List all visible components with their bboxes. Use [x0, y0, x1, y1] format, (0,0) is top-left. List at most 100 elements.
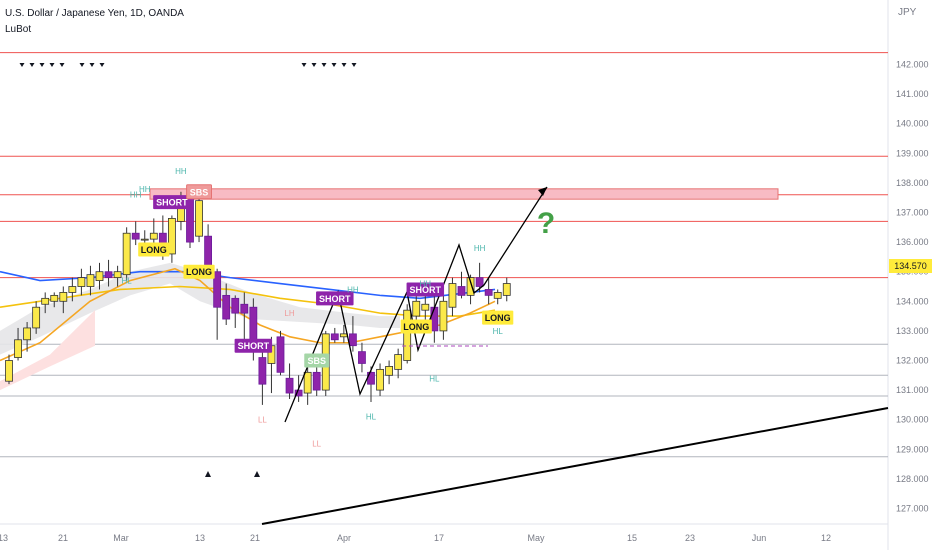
- y-tick-label: 141.000: [896, 89, 929, 99]
- swing-label: HL: [493, 327, 504, 336]
- candle-body: [231, 297, 240, 314]
- swing-label: HH: [130, 191, 142, 200]
- signal-label-box: [316, 291, 354, 306]
- signal-label-text: SBS: [190, 187, 209, 197]
- swing-label: HH: [175, 167, 187, 176]
- supply-zone: [149, 188, 779, 200]
- zigzag-projection: [284, 186, 548, 423]
- candle-body: [330, 333, 339, 341]
- candle-body: [412, 300, 421, 317]
- y-tick-label: 138.000: [896, 178, 929, 188]
- signal-down-marker: [19, 63, 25, 67]
- y-tick-label: 133.000: [896, 326, 929, 336]
- signal-label-text: LONG: [186, 267, 212, 277]
- candle-body: [77, 277, 86, 287]
- candle-body: [5, 360, 13, 382]
- candle-body: [222, 294, 231, 320]
- y-tick-label: 140.000: [896, 119, 929, 129]
- signal-down-marker: [99, 63, 105, 67]
- signal-label-text: LONG: [485, 313, 511, 323]
- swing-label: HL: [366, 413, 377, 422]
- candle-body: [276, 336, 285, 373]
- candle-body: [376, 368, 384, 391]
- signal-down-marker: [311, 63, 317, 67]
- x-tick-label: Apr: [337, 533, 351, 543]
- candle-body: [493, 292, 502, 299]
- candle-body: [95, 271, 104, 281]
- y-tick-label: 142.000: [896, 60, 929, 70]
- signal-label-text: SHORT: [319, 294, 351, 304]
- signal-label-box: [138, 242, 170, 257]
- swing-label: HL: [122, 277, 133, 286]
- signal-up-marker: [254, 471, 260, 477]
- signal-label-box: [186, 184, 213, 200]
- y-tick-label: 130.000: [896, 415, 929, 425]
- signal-label-text: SBS: [307, 356, 326, 366]
- candle-body: [303, 371, 312, 394]
- y-tick-label: 139.000: [896, 148, 929, 158]
- candle-body: [41, 297, 50, 305]
- x-tick-label: 15: [627, 533, 637, 543]
- candle-body: [348, 333, 357, 347]
- last-price-tag: 134.570: [889, 259, 932, 273]
- x-tick-label: Mar: [113, 533, 129, 543]
- y-tick-label: 129.000: [896, 444, 929, 454]
- x-tick-label: 17: [434, 533, 444, 543]
- candle-body: [59, 292, 68, 302]
- signal-down-marker: [331, 63, 337, 67]
- long-trendline: [261, 407, 889, 525]
- y-tick-label: 132.000: [896, 356, 929, 366]
- indicator-name[interactable]: LuBot: [5, 24, 32, 35]
- projection-arrow-head: [538, 187, 547, 196]
- y-tick-label: 137.000: [896, 208, 929, 218]
- signal-label-text: LONG: [403, 322, 429, 332]
- signal-down-marker: [79, 63, 85, 67]
- signal-down-marker: [351, 63, 357, 67]
- question-mark: ?: [537, 207, 555, 240]
- candle-body: [32, 306, 41, 329]
- candle-body: [104, 271, 113, 279]
- signal-up-marker: [205, 471, 211, 477]
- candle-body: [240, 303, 249, 314]
- x-tick-label: May: [527, 533, 545, 543]
- candle-body: [421, 303, 430, 311]
- candle-body: [285, 377, 294, 394]
- signal-label-box: [482, 310, 514, 325]
- signal-label-box: [153, 195, 191, 210]
- candle-body: [131, 232, 140, 240]
- x-tick-label: 13: [195, 533, 205, 543]
- swing-label: HH: [139, 185, 151, 194]
- signal-label-text: LONG: [141, 245, 167, 255]
- signal-down-marker: [29, 63, 35, 67]
- candle-body: [403, 309, 412, 361]
- candle-body: [448, 283, 457, 308]
- y-tick-label: 127.000: [896, 504, 929, 514]
- x-tick-label: Jun: [752, 533, 767, 543]
- signal-down-marker: [39, 63, 45, 67]
- candle-body: [484, 289, 493, 296]
- candle-body: [113, 271, 122, 279]
- candle-body: [86, 274, 95, 287]
- candle-body: [385, 366, 394, 376]
- signal-label-box: [406, 282, 445, 297]
- signal-label-box: [234, 338, 273, 353]
- x-tick-label: 23: [685, 533, 695, 543]
- swing-label: LL: [258, 416, 267, 425]
- candle-body: [358, 351, 366, 364]
- swing-label: HL: [429, 374, 440, 383]
- candle-body: [140, 238, 149, 241]
- swing-label: HH: [347, 285, 359, 294]
- candle-body: [457, 286, 466, 296]
- x-tick-label: 13: [0, 533, 8, 543]
- signal-label-text: SHORT: [410, 285, 442, 295]
- x-tick-label: 12: [821, 533, 831, 543]
- candle-body: [466, 277, 475, 296]
- signal-down-marker: [49, 63, 55, 67]
- signal-label-box: [304, 353, 330, 368]
- candle-body: [312, 371, 321, 391]
- y-tick-label: 128.000: [896, 474, 929, 484]
- y-tick-label: 131.000: [896, 385, 929, 395]
- candle-body: [339, 333, 348, 338]
- signal-down-marker: [301, 63, 307, 67]
